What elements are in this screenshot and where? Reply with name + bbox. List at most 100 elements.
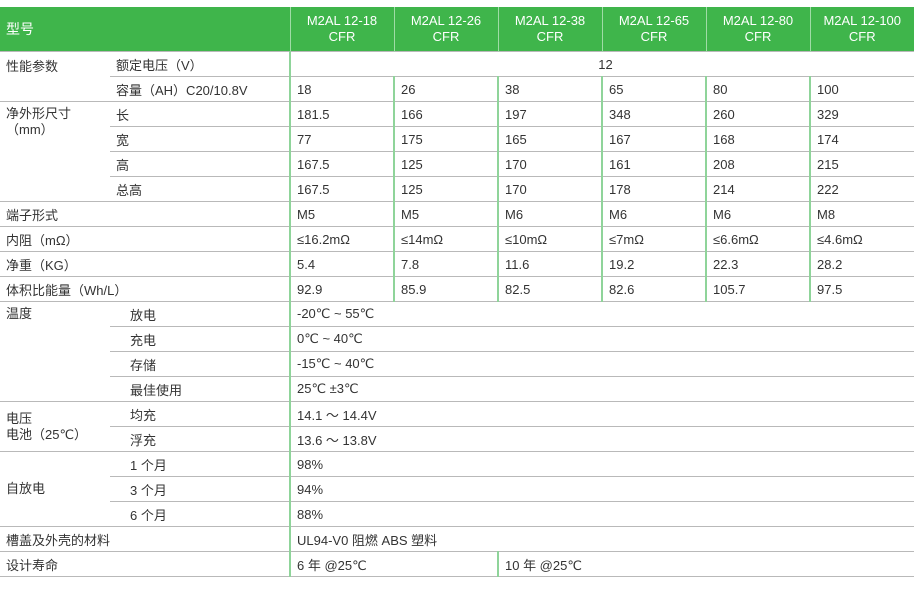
model-header: M2AL 12-38 CFR [497, 7, 602, 52]
cell: 容量（AH）C20/10.8V [110, 76, 290, 102]
table-row: 性能参数 额定电压（V） 12 [0, 51, 914, 102]
model-name: M2AL 12-26 CFR [410, 13, 482, 44]
model-label: 型号 [0, 7, 290, 52]
model-header: M2AL 12-100 CFR [809, 7, 914, 52]
group-label: 自放电 [0, 451, 110, 527]
cell: M5 [393, 201, 498, 227]
cell: 26 [393, 76, 498, 102]
cell: ≤4.6mΩ [809, 226, 914, 252]
cell: 浮充 [110, 426, 290, 452]
cell: 197 [497, 101, 602, 127]
cell: 65 [601, 76, 706, 102]
model-header: M2AL 12-65 CFR [601, 7, 706, 52]
cell: 82.5 [497, 276, 602, 302]
model-header: M2AL 12-18 CFR [289, 7, 394, 52]
cell: 端子形式 [0, 201, 290, 227]
cell: 13.6 ～ 13.8V [289, 426, 914, 452]
cell: M6 [705, 201, 810, 227]
group-label: 性能参数 [0, 51, 110, 102]
model-name: M2AL 12-65 CFR [618, 13, 690, 44]
cell: 161 [601, 151, 706, 177]
cell: 260 [705, 101, 810, 127]
cell: 额定电压（V） [110, 51, 290, 77]
cell: 5.4 [289, 251, 394, 277]
cell: 92.9 [289, 276, 394, 302]
cell: 174 [809, 126, 914, 152]
cell: 125 [393, 151, 498, 177]
cell: 170 [497, 151, 602, 177]
table-row: 电压 电池（25℃） 均充 14.1 ～ 14.4V [0, 401, 914, 452]
model-header: M2AL 12-26 CFR [393, 7, 498, 52]
table-row: 自放电 1 个月 98% [0, 451, 914, 527]
table-row: 存储 -15℃ ~ 40℃ [0, 351, 914, 377]
group-label: 电压 电池（25℃） [0, 401, 110, 452]
cell: 25℃ ±3℃ [289, 376, 914, 402]
model-name: M2AL 12-80 CFR [722, 13, 794, 44]
cell: 105.7 [705, 276, 810, 302]
cell: 80 [705, 76, 810, 102]
cell: 净重（KG） [0, 251, 290, 277]
cell: 222 [809, 176, 914, 202]
cell: ≤7mΩ [601, 226, 706, 252]
cell: 166 [393, 101, 498, 127]
cell: 97.5 [809, 276, 914, 302]
cell: 放电 [110, 301, 290, 327]
table-row: 温度 放电 -20℃ ~ 55℃ [0, 301, 914, 402]
table-row: 高 167.5 125 170 161 208 215 [0, 151, 914, 177]
table-row: 槽盖及外壳的材料 UL94-V0 阻燃 ABS 塑料 [0, 526, 914, 552]
table-row: 总高 167.5 125 170 178 214 222 [0, 176, 914, 202]
cell: 存储 [110, 351, 290, 377]
cell: 最佳使用 [110, 376, 290, 402]
model-name: M2AL 12-100 CFR [823, 13, 902, 44]
cell: ≤14mΩ [393, 226, 498, 252]
cell: 348 [601, 101, 706, 127]
cell: UL94-V0 阻燃 ABS 塑料 [289, 526, 914, 552]
cell: 均充 [110, 401, 290, 427]
cell: 19.2 [601, 251, 706, 277]
cell: M5 [289, 201, 394, 227]
table-row: 宽 77 175 165 167 168 174 [0, 126, 914, 152]
table-row: 浮充 13.6 ～ 13.8V [0, 426, 914, 452]
cell: 82.6 [601, 276, 706, 302]
cell: 88% [289, 501, 914, 527]
cell: 85.9 [393, 276, 498, 302]
cell: 98% [289, 451, 914, 477]
cell: M6 [497, 201, 602, 227]
cell: 内阻（mΩ） [0, 226, 290, 252]
cell: 高 [110, 151, 290, 177]
cell: 167 [601, 126, 706, 152]
cell: 329 [809, 101, 914, 127]
cell: 22.3 [705, 251, 810, 277]
cell: 77 [289, 126, 394, 152]
group-label: 净外形尺寸 （mm） [0, 101, 110, 202]
cell: ≤6.6mΩ [705, 226, 810, 252]
table-row: 设计寿命 6 年 @25℃ 10 年 @25℃ [0, 551, 914, 577]
cell: -15℃ ~ 40℃ [289, 351, 914, 377]
cell: 设计寿命 [0, 551, 290, 577]
cell: 充电 [110, 326, 290, 352]
cell: M6 [601, 201, 706, 227]
cell: 长 [110, 101, 290, 127]
cell: 7.8 [393, 251, 498, 277]
cell: 175 [393, 126, 498, 152]
cell: 215 [809, 151, 914, 177]
table-row: 净外形尺寸 （mm）长 181.5 166 197 348 260 329 [0, 101, 914, 202]
cell: 11.6 [497, 251, 602, 277]
table-row: 最佳使用 25℃ ±3℃ [0, 376, 914, 402]
model-header: M2AL 12-80 CFR [705, 7, 810, 52]
cell: 208 [705, 151, 810, 177]
cell: 6 个月 [110, 501, 290, 527]
cell: M8 [809, 201, 914, 227]
cell: 181.5 [289, 101, 394, 127]
cell: ≤16.2mΩ [289, 226, 394, 252]
table-row: 容量（AH）C20/10.8V 18 26 38 65 80 100 [0, 76, 914, 102]
cell: 38 [497, 76, 602, 102]
cell: 167.5 [289, 151, 394, 177]
cell: 214 [705, 176, 810, 202]
cell: 6 年 @25℃ [289, 551, 498, 577]
cell: 14.1 ～ 14.4V [289, 401, 914, 427]
cell: 总高 [110, 176, 290, 202]
cell: 167.5 [289, 176, 394, 202]
cell: 槽盖及外壳的材料 [0, 526, 290, 552]
cell: 125 [393, 176, 498, 202]
